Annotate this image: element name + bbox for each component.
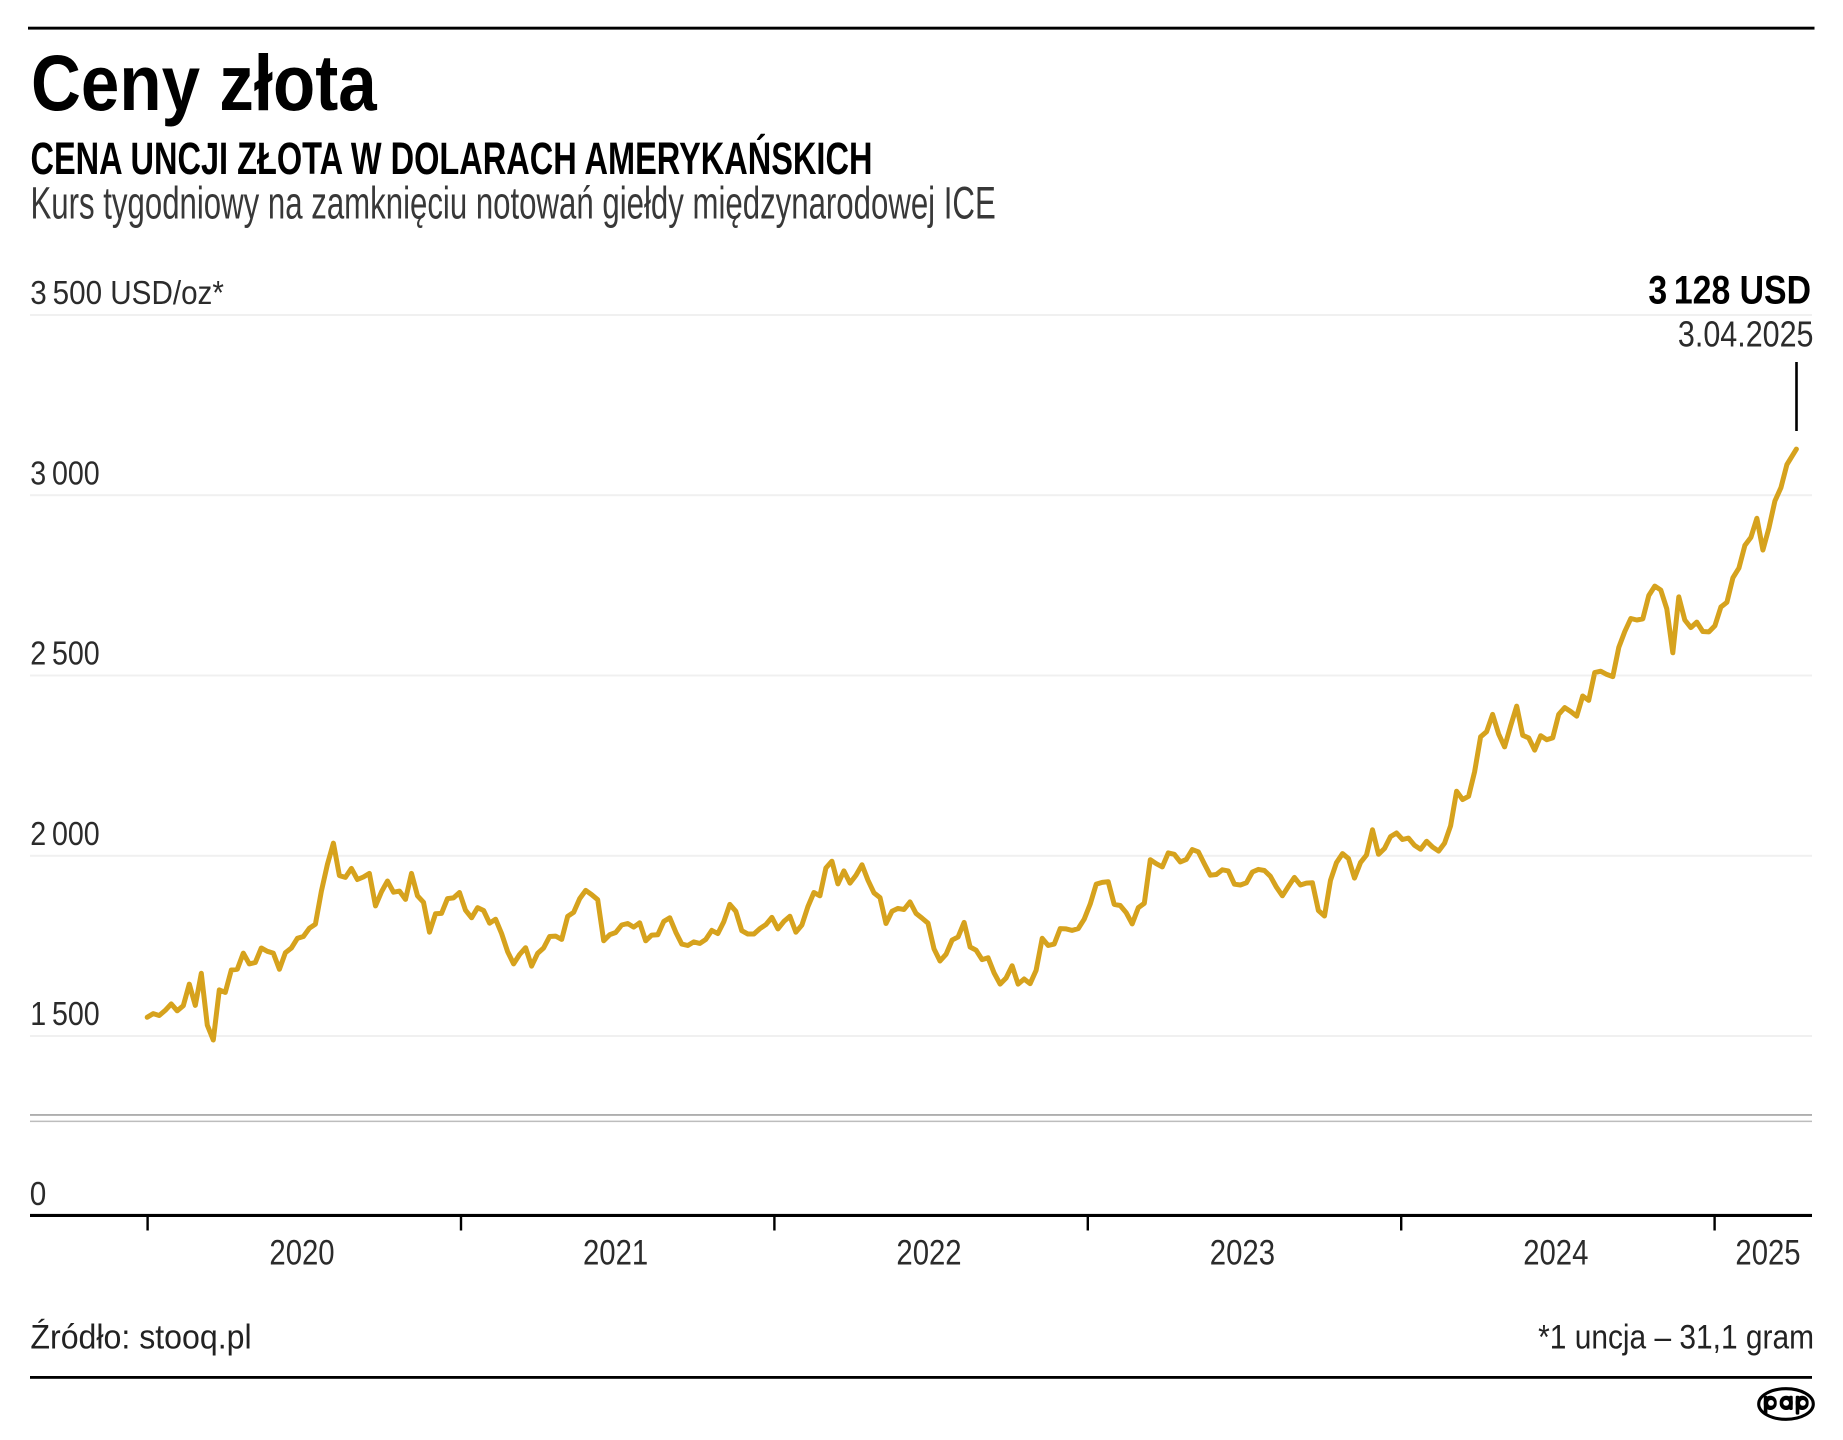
svg-text:2024: 2024 <box>1523 1233 1588 1272</box>
svg-text:0: 0 <box>30 1176 47 1213</box>
svg-text:2 000: 2 000 <box>30 815 99 852</box>
svg-text:Źródło: stooq.pl: Źródło: stooq.pl <box>30 1319 251 1357</box>
svg-text:2025: 2025 <box>1735 1233 1800 1272</box>
svg-text:2021: 2021 <box>583 1233 648 1272</box>
svg-text:3 000: 3 000 <box>30 454 99 491</box>
svg-text:2023: 2023 <box>1210 1233 1275 1272</box>
svg-text:3 500 USD/oz*: 3 500 USD/oz* <box>30 275 224 312</box>
svg-text:CENA UNCJI ZŁOTA W DOLARACH AM: CENA UNCJI ZŁOTA W DOLARACH AMERYKAŃSKIC… <box>31 134 873 184</box>
svg-text:3 128 USD: 3 128 USD <box>1648 267 1811 312</box>
svg-text:3.04.2025: 3.04.2025 <box>1678 315 1814 355</box>
svg-text:2 500: 2 500 <box>30 635 99 672</box>
svg-text:2022: 2022 <box>896 1233 961 1272</box>
svg-text:*1 uncja – 31,1 gram: *1 uncja – 31,1 gram <box>1538 1318 1814 1356</box>
svg-text:Kurs tygodniowy na zamknięciu: Kurs tygodniowy na zamknięciu notowań gi… <box>31 179 996 229</box>
svg-text:2020: 2020 <box>269 1233 334 1272</box>
svg-text:Ceny złota: Ceny złota <box>31 39 377 127</box>
svg-text:1 500: 1 500 <box>30 995 99 1032</box>
